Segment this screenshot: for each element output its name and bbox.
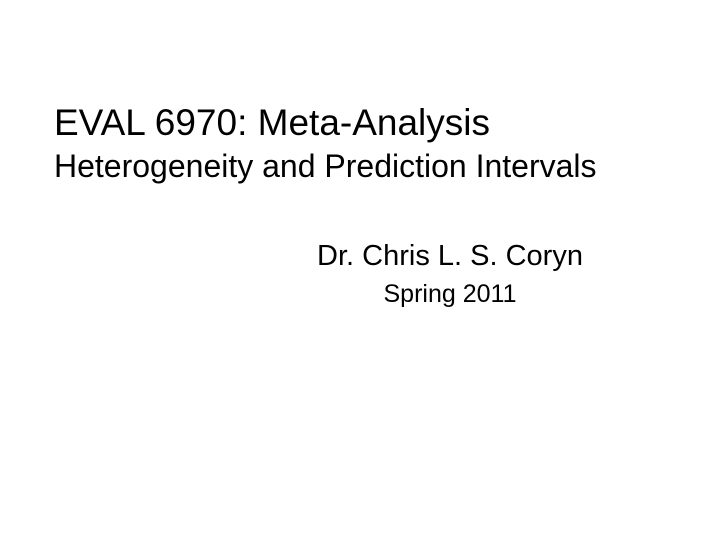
course-title: EVAL 6970: Meta-Analysis: [54, 100, 666, 146]
term-label: Spring 2011: [234, 277, 666, 312]
author-block: Dr. Chris L. S. Coryn Spring 2011: [54, 236, 666, 312]
slide-container: EVAL 6970: Meta-Analysis Heterogeneity a…: [0, 0, 720, 540]
subtitle: Heterogeneity and Prediction Intervals: [54, 146, 666, 186]
title-block: EVAL 6970: Meta-Analysis Heterogeneity a…: [54, 100, 666, 186]
author-name: Dr. Chris L. S. Coryn: [234, 236, 666, 277]
